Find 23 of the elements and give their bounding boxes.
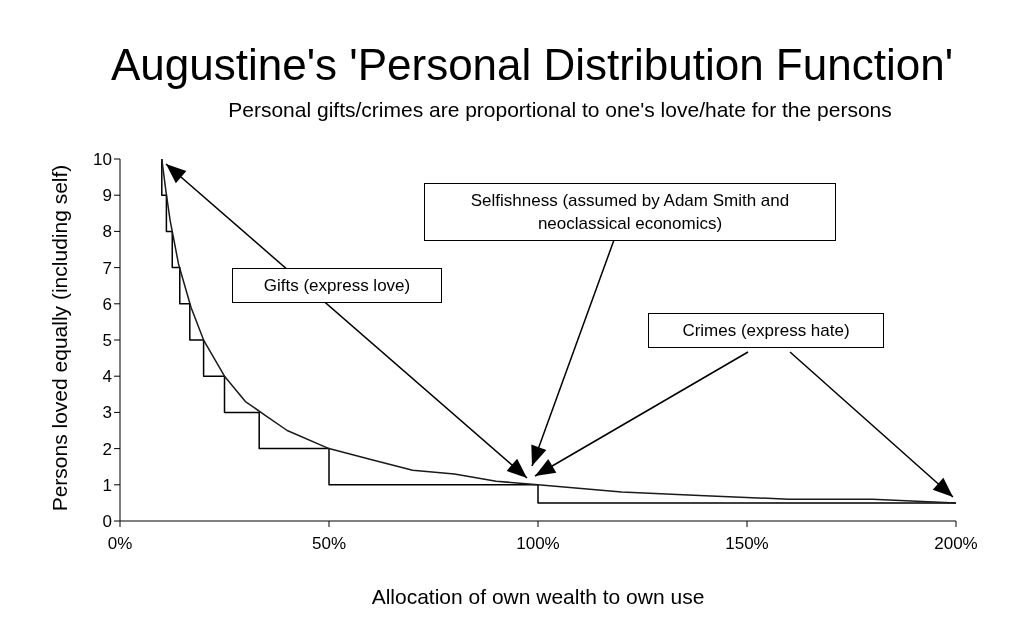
y-tick-label: 10 — [93, 150, 112, 170]
label-box: Selfishness (assumed by Adam Smith and neoclassical economics) — [424, 183, 836, 241]
x-axis-title: Allocation of own wealth to own use — [370, 585, 706, 609]
y-tick-label: 1 — [102, 475, 112, 495]
y-axis-title: Persons loved equally (including self) — [48, 163, 72, 514]
x-tick-label: 150% — [725, 534, 769, 554]
y-tick-label: 4 — [102, 367, 112, 387]
label-box: Gifts (express love) — [232, 268, 442, 303]
chart-title: Augustine's 'Personal Distribution Function' — [109, 40, 955, 90]
x-tick-label: 0% — [107, 534, 133, 554]
y-tick-label: 6 — [102, 294, 112, 314]
y-tick-label: 2 — [102, 439, 112, 459]
y-tick-label: 0 — [102, 512, 112, 532]
y-tick-label: 9 — [102, 186, 112, 206]
y-tick-label: 7 — [102, 258, 112, 278]
x-tick-label: 50% — [311, 534, 347, 554]
y-tick-label: 5 — [102, 331, 112, 351]
x-tick-label: 200% — [934, 534, 978, 554]
x-tick-label: 100% — [516, 534, 560, 554]
y-tick-label: 8 — [102, 222, 112, 242]
label-box: Crimes (express hate) — [648, 313, 884, 348]
y-tick-label: 3 — [102, 403, 112, 423]
chart-subtitle: Personal gifts/crimes are proportional to one's love/hate for the persons — [227, 98, 893, 122]
